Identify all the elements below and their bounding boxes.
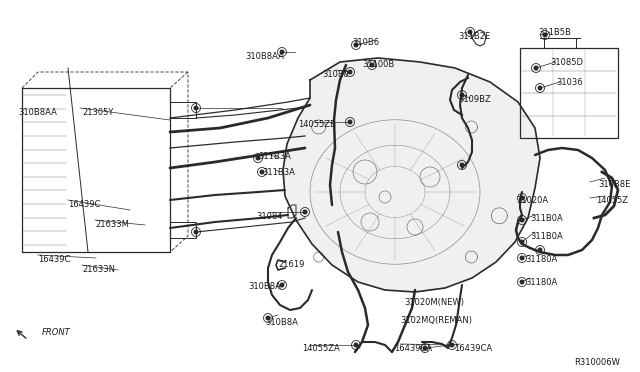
Circle shape	[520, 196, 524, 200]
Text: 16439CA: 16439CA	[454, 344, 492, 353]
Circle shape	[348, 120, 352, 124]
Text: 3109BZ: 3109BZ	[458, 95, 491, 104]
Text: 21633N: 21633N	[82, 265, 115, 274]
Text: 31020A: 31020A	[516, 196, 548, 205]
Text: 14055Z: 14055Z	[596, 196, 628, 205]
Text: 311B3A: 311B3A	[262, 168, 295, 177]
Text: 21305Y: 21305Y	[82, 108, 113, 117]
Circle shape	[280, 283, 284, 287]
Circle shape	[534, 66, 538, 70]
Polygon shape	[283, 58, 540, 292]
Circle shape	[520, 280, 524, 284]
Text: 31100B: 31100B	[362, 60, 394, 69]
Circle shape	[538, 86, 542, 90]
Text: 31080: 31080	[322, 70, 349, 79]
Circle shape	[303, 210, 307, 214]
Text: 3102MQ(REMAN): 3102MQ(REMAN)	[400, 316, 472, 325]
Text: 310B8E: 310B8E	[598, 180, 630, 189]
Circle shape	[468, 30, 472, 34]
Circle shape	[280, 50, 284, 54]
Text: 16439CA: 16439CA	[394, 344, 432, 353]
Text: 311B0A: 311B0A	[530, 214, 563, 223]
Text: 16439C: 16439C	[38, 255, 70, 264]
Circle shape	[354, 43, 358, 47]
Circle shape	[370, 63, 374, 67]
Text: R310006W: R310006W	[574, 358, 620, 367]
Text: 310B8AA: 310B8AA	[245, 52, 284, 61]
Text: 31085D: 31085D	[550, 58, 583, 67]
Text: 31180A: 31180A	[525, 255, 557, 264]
Circle shape	[520, 256, 524, 260]
Text: 31020M(NEW): 31020M(NEW)	[404, 298, 464, 307]
Circle shape	[460, 163, 464, 167]
Bar	[520, 48, 618, 138]
Text: 310B8A: 310B8A	[265, 318, 298, 327]
Text: 310B8AA: 310B8AA	[18, 108, 57, 117]
Text: FRONT: FRONT	[42, 328, 71, 337]
Text: 311B2E: 311B2E	[458, 32, 490, 41]
Text: 311B3A: 311B3A	[258, 152, 291, 161]
Text: 31036: 31036	[556, 78, 582, 87]
Circle shape	[543, 33, 547, 37]
Text: 310B8A: 310B8A	[248, 282, 281, 291]
Circle shape	[348, 70, 352, 74]
Text: 21619: 21619	[278, 260, 305, 269]
Circle shape	[423, 346, 427, 350]
Text: 14055ZA: 14055ZA	[302, 344, 340, 353]
Text: 311B5B: 311B5B	[538, 28, 571, 37]
Circle shape	[194, 230, 198, 234]
Text: 311B0A: 311B0A	[530, 232, 563, 241]
Text: 31180A: 31180A	[525, 278, 557, 287]
Circle shape	[260, 170, 264, 174]
Text: 310B6: 310B6	[352, 38, 379, 47]
Circle shape	[266, 316, 270, 320]
Text: 14055ZB: 14055ZB	[298, 120, 336, 129]
Circle shape	[450, 343, 454, 347]
Text: 31084: 31084	[256, 212, 282, 221]
Circle shape	[354, 343, 358, 347]
Text: 16439C: 16439C	[68, 200, 100, 209]
Circle shape	[538, 248, 542, 252]
Circle shape	[256, 156, 260, 160]
Circle shape	[520, 240, 524, 244]
Circle shape	[520, 218, 524, 222]
Text: 21633M: 21633M	[95, 220, 129, 229]
Circle shape	[194, 106, 198, 110]
Circle shape	[460, 93, 464, 97]
